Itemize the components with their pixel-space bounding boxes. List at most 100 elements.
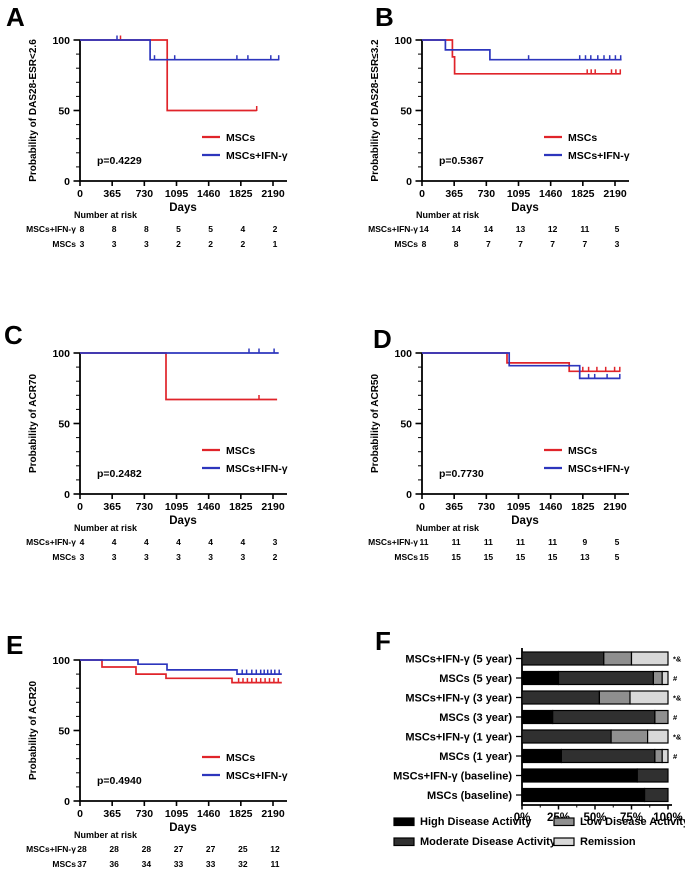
risk-value: 7 [550, 239, 555, 249]
risk-table-header: Number at risk [74, 210, 138, 220]
km-curve-MSCs+IFN-γ [422, 39, 622, 61]
risk-value: 7 [486, 239, 491, 249]
x-tick-label: 2190 [603, 501, 627, 513]
bar-segment-Low Disease Activity [610, 729, 649, 744]
x-tick-label: 1460 [539, 188, 563, 200]
risk-value: 4 [240, 537, 245, 547]
panel-b: B 0 50 100 0 365 730 1095 1460 1825 2190 Days Proba… [342, 0, 685, 300]
risk-value: 8 [454, 239, 459, 249]
x-tick-label: 1825 [229, 188, 253, 200]
x-tick-label: 0 [77, 808, 83, 820]
risk-table-header: Number at risk [74, 523, 138, 533]
y-tick-label: 100 [52, 655, 70, 667]
panel-f: F 0%25%50%75%100%MSCs+IFN-γ (5 year)*&MS… [342, 600, 685, 882]
risk-value: 2 [208, 239, 213, 249]
risk-value: 3 [208, 552, 213, 562]
legend-label: MSCs+IFN-γ [568, 463, 630, 475]
x-tick-label: 365 [445, 501, 463, 513]
risk-value: 14 [484, 224, 494, 234]
bar-segment-Moderate Disease Activity [636, 768, 669, 783]
risk-value: 7 [518, 239, 523, 249]
bar-segment-Moderate Disease Activity [644, 787, 669, 803]
risk-row-label: MSCs+IFN-γ [368, 537, 418, 547]
risk-value: 3 [176, 552, 181, 562]
risk-value: 2 [240, 239, 245, 249]
risk-value: 4 [80, 537, 85, 547]
y-tick-label: 100 [394, 348, 412, 360]
bar-segment-High Disease Activity [521, 670, 560, 686]
risk-value: 8 [112, 224, 117, 234]
risk-value: 15 [516, 552, 526, 562]
risk-value: 15 [484, 552, 494, 562]
p-value: p=0.2482 [97, 468, 142, 480]
km-curve-MSCs+IFN-γ [80, 39, 280, 61]
risk-value: 3 [240, 552, 245, 562]
bar-segment-Moderate Disease Activity [521, 690, 601, 705]
panel-e: E 0 50 100 0 365 730 1095 1460 1825 2190 Days Proba… [0, 600, 342, 882]
risk-row-label: MSCs [394, 552, 418, 562]
risk-value: 4 [208, 537, 213, 547]
risk-value: 3 [144, 552, 149, 562]
panel-e-letter: E [6, 630, 24, 660]
x-tick-label: 2190 [603, 188, 627, 200]
bar-segment-Remission [630, 651, 669, 666]
bar-segment-Moderate Disease Activity [557, 670, 655, 686]
y-tick-label: 50 [58, 418, 70, 430]
x-tick-label: 1095 [165, 808, 189, 820]
risk-value: 11 [452, 537, 461, 547]
y-tick-label: 100 [52, 348, 70, 360]
y-tick-label: 50 [400, 105, 412, 117]
panel-a-letter: A [6, 2, 25, 32]
risk-value: 32 [238, 859, 248, 869]
legend-label: MSCs+IFN-γ [226, 463, 288, 475]
panel-f-chart: 0%25%50%75%100%MSCs+IFN-γ (5 year)*&MSCs… [393, 648, 685, 848]
risk-table-header: Number at risk [416, 523, 480, 533]
x-tick-label: 365 [103, 501, 121, 513]
y-axis-label: Probability of DAS28-ESR≤3.2 [370, 39, 381, 182]
risk-value: 15 [548, 552, 558, 562]
risk-value: 5 [615, 552, 620, 562]
x-tick-label: 0 [419, 501, 425, 513]
risk-value: 25 [238, 844, 248, 854]
bar-segment-Moderate Disease Activity [521, 651, 605, 666]
bar-category-label: MSCs (baseline) [427, 790, 512, 802]
x-tick-label: 100% [653, 812, 682, 824]
bar-segment-High Disease Activity [521, 787, 646, 803]
risk-row-label: MSCs [394, 239, 418, 249]
y-tick-label: 0 [64, 796, 70, 808]
risk-value: 27 [206, 844, 216, 854]
legend-label: MSCs+IFN-γ [568, 150, 630, 162]
x-tick-label: 730 [136, 188, 154, 200]
bar-category-label: MSCs+IFN-γ (3 year) [405, 693, 512, 705]
km-plot-B: 0 50 100 0 365 730 1095 1460 1825 2190 Days Probabi… [368, 35, 630, 249]
risk-value: 11 [271, 859, 280, 869]
km-curve-MSCs [422, 39, 621, 75]
risk-value: 3 [80, 239, 85, 249]
bar-category-label: MSCs+IFN-γ (1 year) [405, 732, 512, 744]
x-tick-label: 730 [136, 808, 154, 820]
x-axis-label: Days [169, 515, 197, 527]
x-tick-label: 365 [103, 808, 121, 820]
risk-value: 34 [142, 859, 152, 869]
bar-segment-Remission [629, 690, 669, 705]
km-curve-MSCs+IFN-γ [422, 352, 621, 380]
panel-a: A 0 50 100 0 365 730 1095 1460 1825 2190 Days Proba… [0, 0, 342, 300]
km-curve-MSCs+IFN-γ [80, 659, 282, 675]
km-curve-MSCs [422, 352, 621, 373]
km-plot-C: 0 50 100 0 365 730 1095 1460 1825 2190 Days Probabi… [26, 348, 288, 562]
y-tick-label: 0 [64, 489, 70, 501]
legend-label: MSCs+IFN-γ [226, 770, 288, 782]
risk-value: 3 [273, 537, 278, 547]
x-tick-label: 1460 [539, 501, 563, 513]
x-axis-label: Days [169, 822, 197, 834]
panel-c-letter: C [4, 320, 23, 350]
x-axis-label: Days [169, 202, 197, 214]
km-curve-MSCs [80, 352, 278, 401]
km-plot-D: 0 50 100 0 365 730 1095 1460 1825 2190 Days Probabi… [368, 348, 630, 562]
x-tick-label: 0 [77, 501, 83, 513]
legend-swatch [393, 817, 415, 827]
y-axis-label: Probability of DAS28-ESR<2.6 [28, 39, 39, 182]
y-tick-label: 0 [406, 489, 412, 501]
bar-segment-Low Disease Activity [654, 748, 663, 764]
